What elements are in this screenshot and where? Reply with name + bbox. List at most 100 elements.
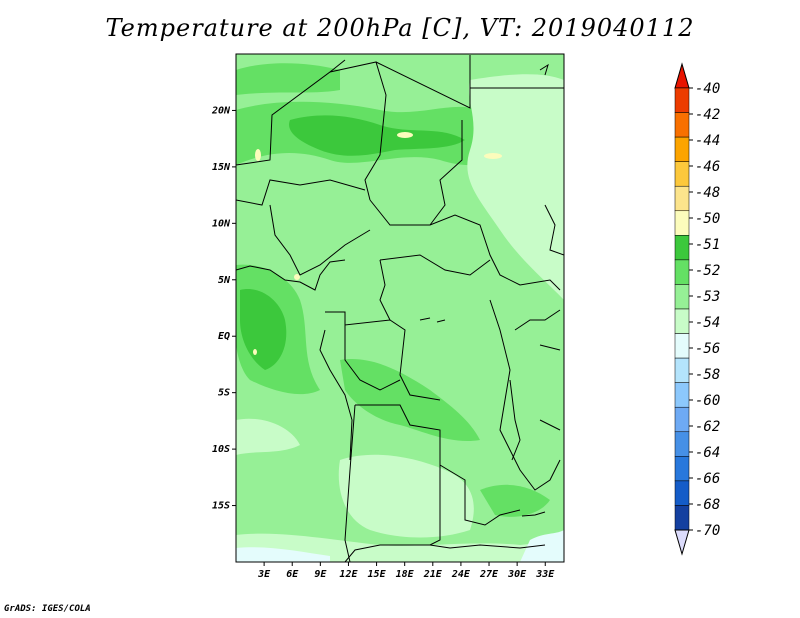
border-line	[379, 259, 391, 321]
lon-tick-label: 18E	[396, 569, 415, 580]
lon-tick-label: 9E	[314, 569, 327, 580]
lat-tick-label: 15N	[212, 162, 231, 173]
border-line	[325, 311, 441, 401]
colorbar-swatch	[674, 357, 690, 383]
colorbar-swatch	[674, 505, 690, 531]
border-line	[379, 254, 491, 276]
colorbar-label: -50	[695, 211, 720, 227]
border-line	[539, 344, 561, 351]
colorbar-label: -42	[695, 107, 720, 123]
lake-outline	[509, 379, 521, 461]
lat-tick-label: 15S	[212, 501, 230, 512]
field-pale-se	[520, 530, 564, 562]
border-line	[369, 199, 561, 291]
colorbar-swatch	[674, 87, 690, 113]
colorbar-label: -68	[695, 497, 720, 513]
colorbar-label: -44	[695, 133, 720, 149]
colorbar: -40 -42 -44 -46 -48 -50 -51 -52 -53 -54 -56 -58 -60 -…	[674, 62, 720, 556]
border-line	[344, 325, 401, 391]
border-line	[539, 419, 561, 431]
field-spot	[255, 149, 261, 161]
lat-tick-label: 5N	[218, 275, 231, 286]
colorbar-swatch	[674, 185, 690, 212]
colorbar-label: -70	[695, 523, 720, 539]
field-spot	[253, 349, 257, 355]
colorbar-label: -58	[695, 367, 720, 383]
field-band-northwest	[236, 63, 340, 95]
field-core-west	[240, 289, 287, 370]
colorbar-swatch	[674, 382, 690, 408]
coastline	[539, 63, 549, 76]
colorbar-top-arrow	[674, 62, 690, 89]
lon-tick-label: 33E	[535, 569, 555, 580]
map-frame	[235, 53, 565, 563]
map-title: Temperature at 200hPa [C], VT: 201904011…	[105, 14, 695, 42]
colorbar-label: -56	[695, 341, 720, 357]
colorbar-swatch	[674, 112, 690, 138]
colorbar-label: -66	[695, 471, 720, 487]
border-line	[329, 59, 346, 73]
colorbar-swatch	[674, 259, 690, 285]
colorbar-label: -51	[695, 237, 720, 253]
grads-credit: GrADS: IGES/COLA	[4, 604, 91, 614]
lake-outline	[521, 511, 546, 517]
colorbar-swatch	[674, 308, 690, 334]
colorbar-label: -54	[695, 315, 720, 331]
colorbar-swatch	[674, 406, 690, 433]
lake-outline	[419, 317, 431, 321]
coastline	[236, 259, 346, 291]
field-band-congo	[340, 359, 480, 442]
lon-tick-label: 12E	[339, 569, 358, 580]
lon-tick-label: 30E	[507, 569, 527, 580]
longitude-axis: 3E 6E 9E 12E 15E 18E 21E 24E 27E 30E 33E	[257, 562, 555, 580]
country-borders	[236, 55, 564, 562]
colorbar-label: -60	[695, 393, 720, 409]
field-core-north	[289, 115, 465, 156]
border-line	[236, 179, 366, 206]
border-line	[429, 120, 463, 226]
colorbar-swatch	[674, 235, 690, 261]
colorbar-swatch	[674, 480, 690, 506]
colorbar-label: -48	[695, 185, 720, 201]
colorbar-swatch	[674, 136, 690, 162]
field-spot	[484, 153, 502, 159]
colorbar-label: -46	[695, 159, 720, 175]
colorbar-swatch	[674, 210, 690, 236]
colorbar-swatch	[674, 431, 690, 457]
border-line	[344, 465, 441, 562]
border-line	[375, 55, 471, 109]
lon-tick-label: 21E	[423, 569, 443, 580]
colorbar-label: -40	[695, 81, 720, 97]
coastline	[319, 329, 353, 461]
field-pale-sw	[236, 547, 330, 562]
lon-tick-label: 6E	[286, 569, 299, 580]
colorbar-label: -62	[695, 419, 720, 435]
lat-tick-label: 10N	[212, 218, 231, 229]
lat-tick-label: 10S	[212, 444, 230, 455]
colorbar-swatch	[674, 284, 690, 310]
colorbar-swatch	[674, 161, 690, 187]
latitude-axis: 20N 15N 10N 5N EQ 5S 10S 15S	[211, 105, 236, 512]
border-line	[544, 204, 564, 256]
border-line	[344, 404, 356, 562]
lat-tick-label: EQ	[218, 331, 230, 342]
lake-outline	[436, 319, 446, 323]
lon-tick-label: 24E	[451, 569, 471, 580]
colorbar-label: -64	[695, 445, 720, 461]
colorbar-bottom-arrow	[674, 529, 690, 556]
border-line	[355, 404, 521, 526]
border-line	[269, 204, 371, 276]
colorbar-label: -52	[695, 263, 720, 279]
colorbar-swatch	[674, 333, 690, 359]
lat-tick-label: 5S	[218, 388, 230, 399]
lon-tick-label: 3E	[257, 569, 271, 580]
border-line	[429, 544, 546, 549]
lon-tick-label: 15E	[368, 569, 387, 580]
field-band-southeast	[480, 484, 550, 517]
colorbar-swatch	[674, 456, 690, 482]
colorbar-label: -53	[695, 289, 720, 305]
field-spot	[397, 132, 413, 138]
field-spot	[294, 274, 300, 280]
temperature-field	[236, 54, 564, 562]
